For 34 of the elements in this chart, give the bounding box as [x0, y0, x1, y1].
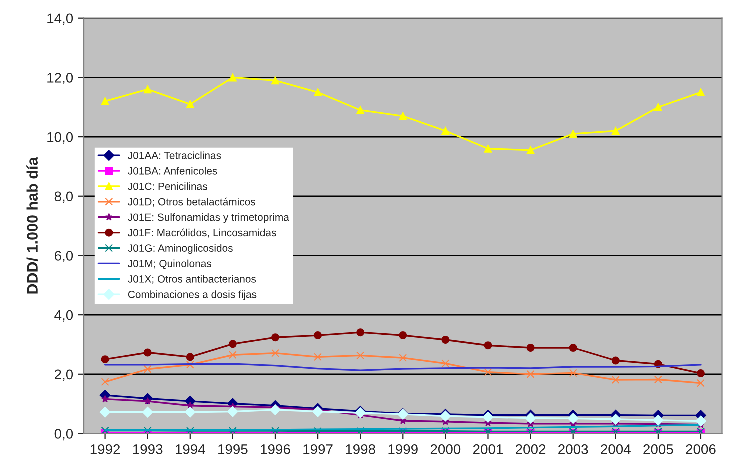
x-tick-label: 1992 [90, 444, 120, 454]
y-tick-label: 12,0 [48, 73, 74, 85]
legend-label: J01E: Sulfonamidas y trimetoprima [128, 213, 290, 224]
x-tick-label: 1993 [133, 444, 163, 454]
x-tick-label: 1995 [218, 444, 248, 454]
legend-label: Combinaciones a dosis fijas [128, 290, 257, 300]
x-tick-label: 1998 [346, 444, 376, 454]
y-tick-label: 0,0 [54, 429, 74, 441]
x-tick-label: 2001 [473, 444, 504, 454]
legend-label: J01X; Otros antibacterianos [128, 275, 256, 284]
y-tick-label: 4,0 [54, 310, 74, 322]
x-tick-label: 1997 [304, 444, 333, 454]
x-tick-label: 2000 [430, 444, 461, 454]
x-tick-label: 1996 [261, 444, 290, 454]
legend-label: J01F: Macrólidos, Lincosamidas [128, 228, 276, 238]
x-tick-label: 2002 [516, 444, 546, 454]
legend-label: J01BA: Anfenicoles [128, 167, 218, 175]
legend-label: J01D; Otros betalactámicos [128, 198, 256, 207]
y-tick-label: 2,0 [54, 370, 74, 382]
x-tick-label: 1994 [176, 444, 206, 454]
x-tick-label: 2003 [558, 444, 588, 454]
x-tick-label: 2004 [601, 444, 631, 454]
x-tick-label: 2005 [644, 444, 674, 454]
x-tick-label: 2006 [686, 444, 716, 454]
y-axis-title: DDD/ 1.000 hab día [26, 157, 38, 294]
y-tick-label: 10,0 [48, 132, 74, 144]
y-tick-label: 14,0 [48, 14, 74, 26]
y-tick-label: 8,0 [54, 192, 74, 204]
legend-label: J01G: Aminoglicosidos [128, 244, 233, 254]
legend-label: J01C: Penicilinas [128, 182, 208, 190]
legend-label: J01M; Quinolonas [128, 260, 212, 270]
x-tick-label: 1999 [388, 444, 418, 454]
legend-label: J01AA: Tetraciclinas [128, 152, 222, 160]
y-tick-label: 6,0 [55, 251, 74, 263]
